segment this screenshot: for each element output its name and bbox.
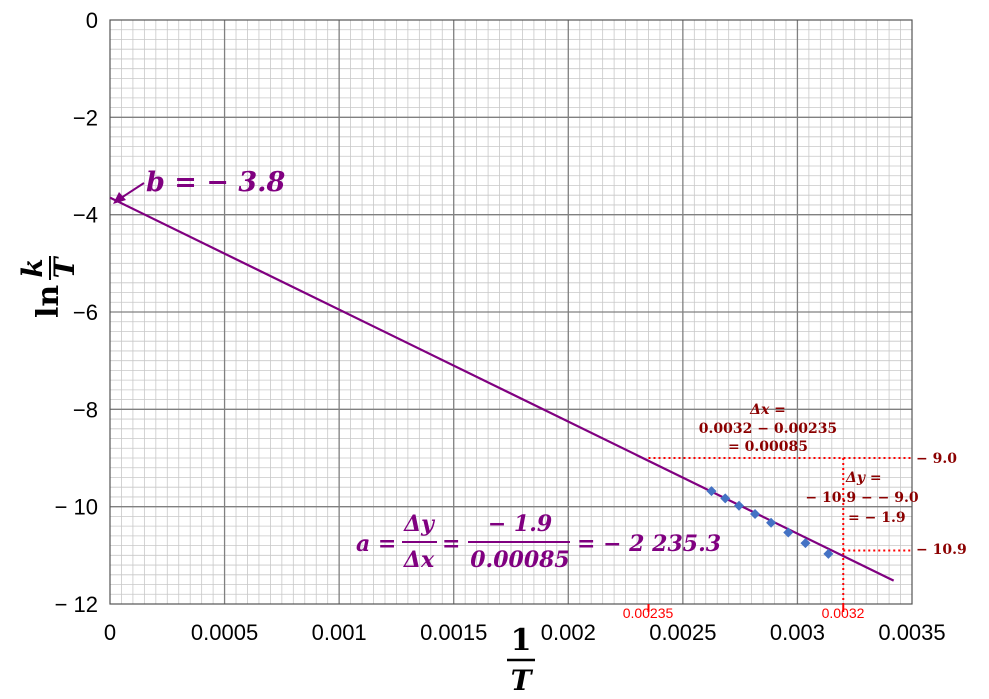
data-point [766, 517, 777, 528]
x-tick-label: 0.0005 [191, 620, 258, 645]
x-axis-title-den: T [511, 664, 534, 697]
y-tick-label: −4 [73, 203, 98, 228]
y-tick-label: −8 [73, 397, 98, 422]
x-tick-label: 0.0025 [649, 620, 716, 645]
slope-den: 0.00085 [470, 547, 570, 573]
y-tick-label: −2 [73, 105, 98, 130]
data-point [783, 527, 794, 538]
dx-line-2: 0.0032 − 0.00235 [699, 421, 837, 437]
data-point [706, 486, 717, 497]
delta-markers [647, 457, 912, 612]
intercept-annotation: b = − 3.8 [113, 167, 286, 204]
dy-line-3: = − 1.9 [848, 510, 906, 526]
y-axis-title: ln k T [16, 255, 81, 318]
y-axis-title-prefix: ln [31, 285, 66, 318]
x-tick-label: 0.001 [312, 620, 367, 645]
y-marker-top-label: − 9.0 [916, 451, 957, 467]
x-marker-left-label: 0.00235 [623, 605, 674, 621]
intercept-arrow-head [113, 192, 126, 204]
data-point [800, 538, 811, 549]
x-tick-label: 0.002 [541, 620, 596, 645]
slope-dy: Δy [403, 511, 436, 537]
plot-frame [109, 19, 913, 605]
x-tick-label: 0.003 [770, 620, 825, 645]
slope-result: = − 2 235.3 [577, 531, 721, 557]
data-point [733, 500, 744, 511]
y-marker-bottom-label: − 10.9 [916, 542, 967, 558]
y-axis-title-num: k [16, 258, 49, 277]
x-marker-right-label: 0.0032 [822, 605, 865, 621]
y-tick-labels: 0 −2 −4 −6 −8 − 10 − 12 [55, 8, 98, 617]
x-tick-label: 0.0035 [878, 620, 945, 645]
y-axis-title-den: T [48, 255, 81, 278]
x-tick-labels: 0 0.0005 0.001 0.0015 0.002 0.0025 0.003 0.0035 [104, 620, 946, 645]
dy-annotation: Δy = − 10.9 − − 9.0 = − 1.9 [805, 470, 918, 526]
data-point [750, 508, 761, 519]
x-tick-label: 0.0015 [420, 620, 487, 645]
x-axis-title-num: 1 [511, 623, 532, 658]
intercept-label: b = − 3.8 [146, 167, 286, 198]
x-axis-title: 1 T [507, 623, 535, 697]
dy-line-2: − 10.9 − − 9.0 [805, 490, 918, 506]
y-tick-label: 0 [86, 8, 98, 33]
data-point [720, 493, 731, 504]
slope-annotation: a = Δy Δx = − 1.9 0.00085 = − 2 235.3 [356, 511, 721, 573]
dx-annotation: Δx = 0.0032 − 0.00235 = 0.00085 [699, 402, 837, 455]
x-tick-label: 0 [104, 620, 116, 645]
y-tick-label: −6 [73, 300, 98, 325]
slope-lhs: a = [356, 531, 396, 557]
dy-line-1: Δy = [845, 470, 882, 486]
major-gridlines [110, 20, 912, 604]
dx-line-3: = 0.00085 [728, 439, 808, 455]
data-point [823, 548, 834, 559]
y-tick-label: − 12 [55, 592, 98, 617]
slope-num: − 1.9 [488, 511, 552, 537]
dx-line-1: Δx = [749, 402, 786, 418]
y-tick-label: − 10 [55, 495, 98, 520]
data-series [109, 196, 895, 582]
trend-line [109, 196, 895, 582]
slope-eq: = [442, 531, 460, 557]
slope-dx: Δx [403, 547, 435, 573]
